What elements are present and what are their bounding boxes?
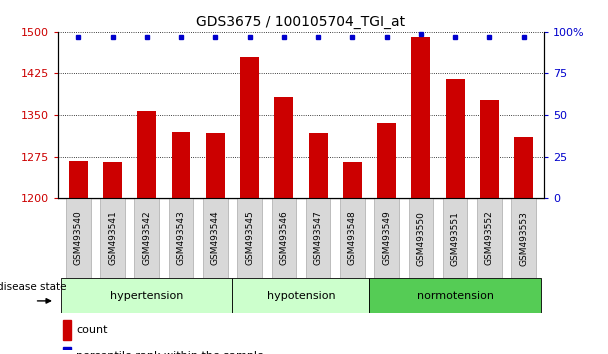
Bar [203,198,227,278]
Text: GSM493551: GSM493551 [451,211,460,266]
Text: GSM493546: GSM493546 [279,211,288,266]
Bar [511,198,536,278]
Bar [272,198,296,278]
Bar [477,198,502,278]
Bar [309,133,328,198]
Bar [443,198,468,278]
Title: GDS3675 / 100105704_TGI_at: GDS3675 / 100105704_TGI_at [196,16,406,29]
Text: GSM493547: GSM493547 [314,211,323,266]
Bar [377,124,396,198]
Bar [409,198,433,278]
Text: GSM493553: GSM493553 [519,211,528,266]
Bar [103,162,122,198]
Bar [61,278,232,313]
Text: GSM493552: GSM493552 [485,211,494,266]
Text: GSM493540: GSM493540 [74,211,83,266]
Bar [514,137,533,198]
Bar [232,278,370,313]
Text: count: count [76,325,108,335]
Bar [137,110,156,198]
Bar [100,198,125,278]
Bar [412,38,430,198]
Bar [480,99,499,198]
Bar [375,198,399,278]
Text: normotension: normotension [416,291,494,301]
Bar [240,57,259,198]
Text: GSM493550: GSM493550 [416,211,426,266]
Bar [306,198,330,278]
Bar [340,198,365,278]
Bar [274,97,293,198]
Text: GSM493544: GSM493544 [211,211,220,266]
Text: GSM493548: GSM493548 [348,211,357,266]
Bar [63,320,71,340]
Bar [171,132,190,198]
Text: GSM493541: GSM493541 [108,211,117,266]
Bar [206,133,225,198]
Text: hypotension: hypotension [267,291,335,301]
Bar [66,198,91,278]
Bar [446,79,465,198]
Bar [370,278,541,313]
Text: disease state: disease state [0,282,66,292]
Text: GSM493543: GSM493543 [176,211,185,266]
Bar [69,160,88,198]
Bar [63,347,71,354]
Text: GSM493542: GSM493542 [142,211,151,266]
Text: percentile rank within the sample: percentile rank within the sample [76,352,264,354]
Text: hypertension: hypertension [110,291,184,301]
Bar [169,198,193,278]
Text: GSM493549: GSM493549 [382,211,391,266]
Bar [237,198,262,278]
Text: GSM493545: GSM493545 [245,211,254,266]
Bar [134,198,159,278]
Bar [343,162,362,198]
